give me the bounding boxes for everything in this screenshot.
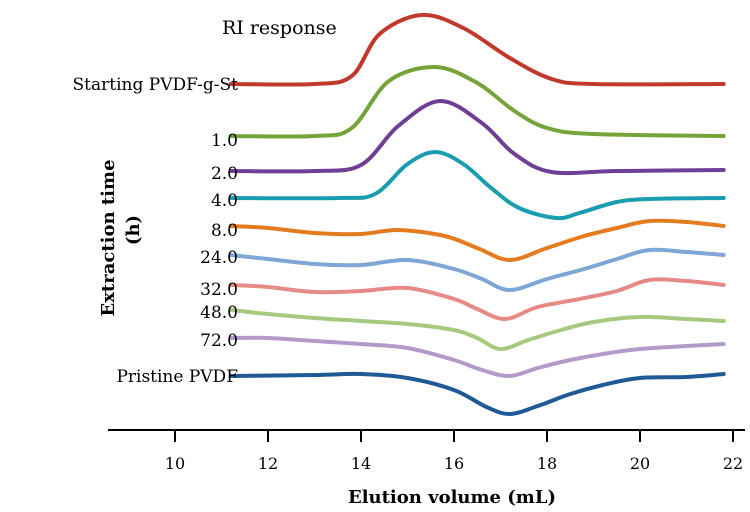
trace-label-0: Starting PVDF-g-St	[73, 75, 239, 95]
trace-label-9: Pristine PVDF	[116, 367, 238, 387]
y-axis-title: Extraction time (h)	[98, 159, 144, 316]
x-axis-title: Elution volume (mL)	[348, 487, 556, 508]
x-tick-label-2: 14	[351, 454, 371, 473]
trace-label-7: 48.0	[200, 303, 238, 323]
trace-line-2	[228, 98, 726, 176]
x-tick-label-3: 16	[444, 454, 464, 473]
trace-line-9	[228, 371, 726, 417]
trace-line-4	[228, 218, 726, 262]
trace-label-1: 1.0	[211, 131, 238, 151]
y-axis-title-line1: Extraction time	[98, 159, 119, 316]
y-axis-title-line2: (h)	[123, 215, 144, 245]
trace-line-3	[228, 150, 726, 221]
trace-label-3: 4.0	[211, 191, 238, 211]
trace-line-0	[228, 12, 726, 87]
trace-line-8	[228, 335, 726, 379]
trace-label-4: 8.0	[211, 221, 238, 241]
x-tick-label-0: 10	[165, 454, 185, 473]
trace-line-5	[228, 247, 726, 292]
x-axis-ticks: 10 12 14 16 18 20 22	[165, 430, 743, 473]
x-tick-label-5: 20	[630, 454, 650, 473]
x-tick-label-4: 18	[537, 454, 557, 473]
trace-label-2: 2.0	[211, 164, 238, 184]
trace-label-5: 24.0	[200, 248, 238, 268]
trace-label-group: Starting PVDF-g-St 1.0 2.0 4.0 8.0 24.0 32.0 48…	[73, 75, 239, 387]
trace-line-1	[228, 64, 726, 139]
trace-label-6: 32.0	[200, 280, 238, 300]
trace-label-8: 72.0	[200, 331, 238, 351]
trace-line-6	[228, 277, 726, 322]
trace-group	[228, 12, 726, 417]
ri-response-annotation: RI response	[222, 17, 337, 39]
x-tick-label-6: 22	[723, 454, 743, 473]
x-tick-label-1: 12	[258, 454, 278, 473]
trace-line-7	[228, 308, 726, 351]
